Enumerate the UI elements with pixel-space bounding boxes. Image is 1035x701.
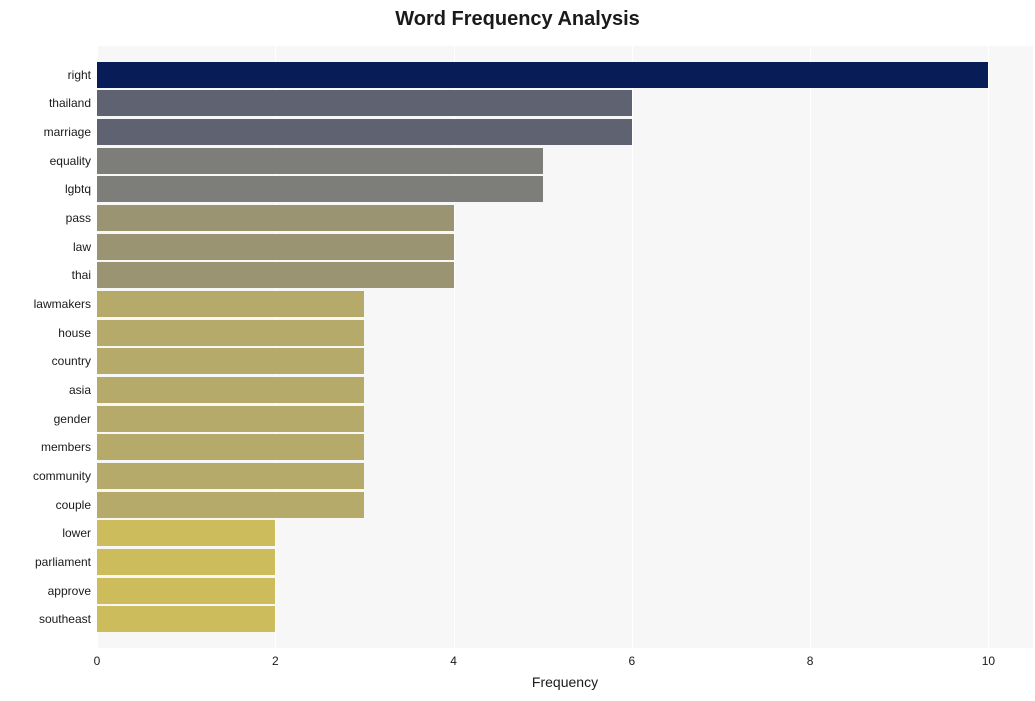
x-tick-label: 10	[982, 654, 995, 668]
x-tick-label: 8	[807, 654, 814, 668]
x-tick-label: 0	[94, 654, 101, 668]
y-tick-label: asia	[69, 383, 91, 397]
plot-area	[97, 46, 1033, 648]
y-tick-label: thai	[72, 268, 91, 282]
y-tick-label: marriage	[44, 125, 91, 139]
bar	[97, 606, 275, 632]
y-tick-label: thailand	[49, 96, 91, 110]
bar	[97, 406, 364, 432]
y-tick-label: couple	[56, 498, 91, 512]
y-tick-label: southeast	[39, 612, 91, 626]
y-tick-label: right	[68, 68, 91, 82]
y-tick-label: country	[52, 354, 91, 368]
bar	[97, 549, 275, 575]
y-tick-label: members	[41, 440, 91, 454]
y-tick-label: lower	[62, 526, 91, 540]
bar	[97, 176, 543, 202]
bar	[97, 348, 364, 374]
bar	[97, 90, 632, 116]
bar	[97, 520, 275, 546]
x-tick-label: 6	[629, 654, 636, 668]
bar	[97, 234, 454, 260]
y-tick-label: law	[73, 240, 91, 254]
grid-line	[988, 46, 989, 648]
bar	[97, 578, 275, 604]
y-tick-label: parliament	[35, 555, 91, 569]
bar	[97, 320, 364, 346]
bar	[97, 291, 364, 317]
bar	[97, 148, 543, 174]
y-tick-label: pass	[66, 211, 91, 225]
bar	[97, 434, 364, 460]
bar	[97, 205, 454, 231]
grid-line	[632, 46, 633, 648]
x-axis-label: Frequency	[532, 674, 598, 690]
y-tick-label: community	[33, 469, 91, 483]
y-tick-label: lawmakers	[34, 297, 91, 311]
bar	[97, 262, 454, 288]
x-tick-label: 2	[272, 654, 279, 668]
grid-line	[810, 46, 811, 648]
y-tick-label: equality	[50, 154, 91, 168]
y-tick-label: house	[58, 326, 91, 340]
bar	[97, 377, 364, 403]
y-tick-label: approve	[48, 584, 91, 598]
bar	[97, 62, 988, 88]
bar	[97, 492, 364, 518]
bar	[97, 463, 364, 489]
bar	[97, 119, 632, 145]
y-tick-label: gender	[54, 412, 91, 426]
y-tick-label: lgbtq	[65, 182, 91, 196]
chart-title: Word Frequency Analysis	[0, 8, 1035, 31]
chart-container: Word Frequency Analysis Frequency 024681…	[0, 8, 1035, 31]
x-tick-label: 4	[450, 654, 457, 668]
